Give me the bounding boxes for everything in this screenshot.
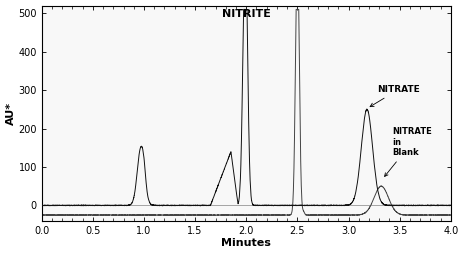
- Text: NITRATE: NITRATE: [369, 85, 419, 107]
- X-axis label: Minutes: Minutes: [221, 239, 270, 248]
- Y-axis label: AU*: AU*: [6, 102, 16, 125]
- Text: NITRATE
in
Blank: NITRATE in Blank: [384, 127, 432, 177]
- Text: NITRITE: NITRITE: [221, 9, 270, 19]
